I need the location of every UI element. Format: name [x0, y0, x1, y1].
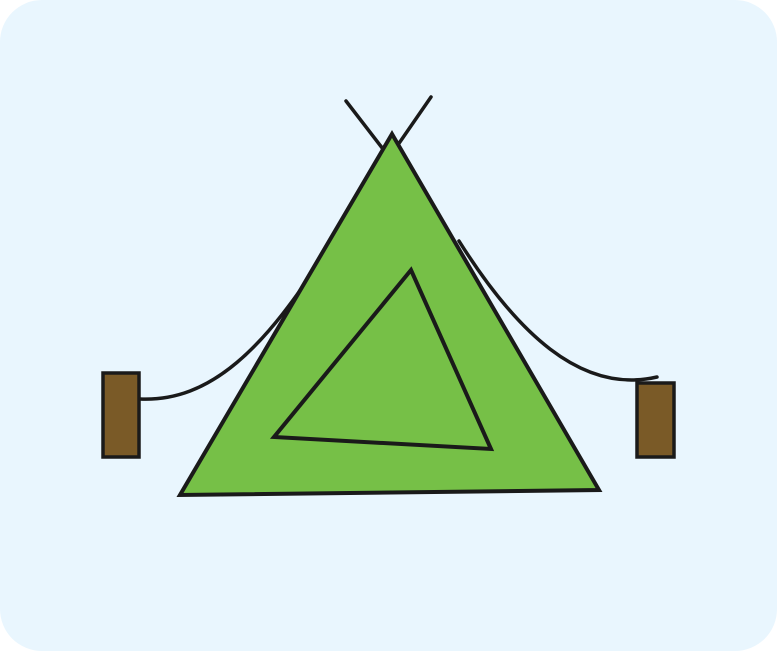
tent-door — [269, 266, 495, 452]
stake-left — [101, 371, 141, 459]
stake-right — [635, 381, 676, 459]
rope-right — [457, 239, 659, 382]
